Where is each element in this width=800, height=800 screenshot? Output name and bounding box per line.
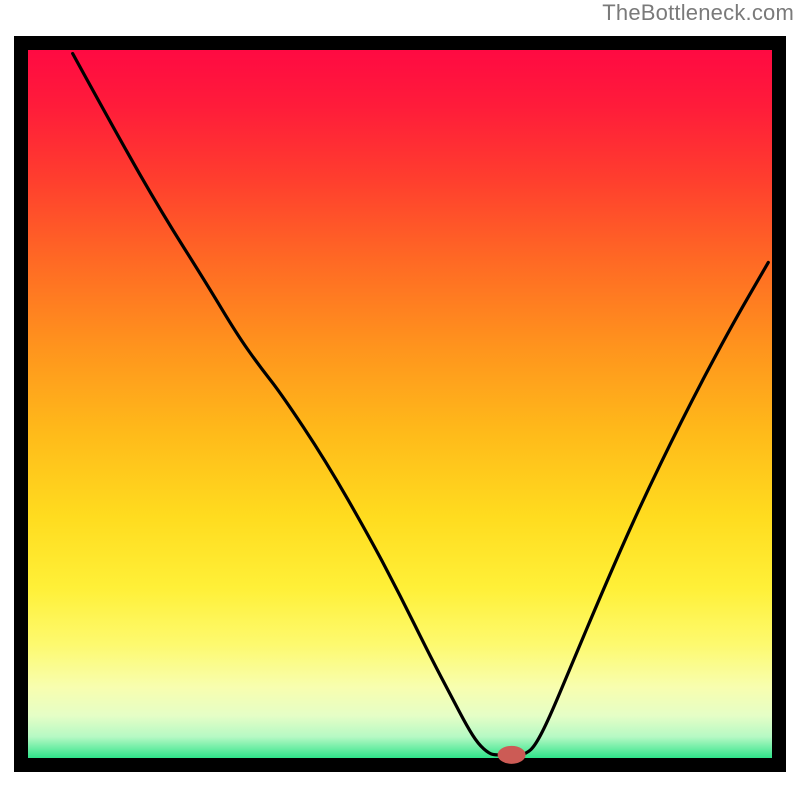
watermark-text: TheBottleneck.com [602,0,794,26]
chart-container: TheBottleneck.com [0,0,800,800]
optimal-marker [498,746,526,764]
plot-background [28,50,772,758]
chart-svg [0,0,800,800]
